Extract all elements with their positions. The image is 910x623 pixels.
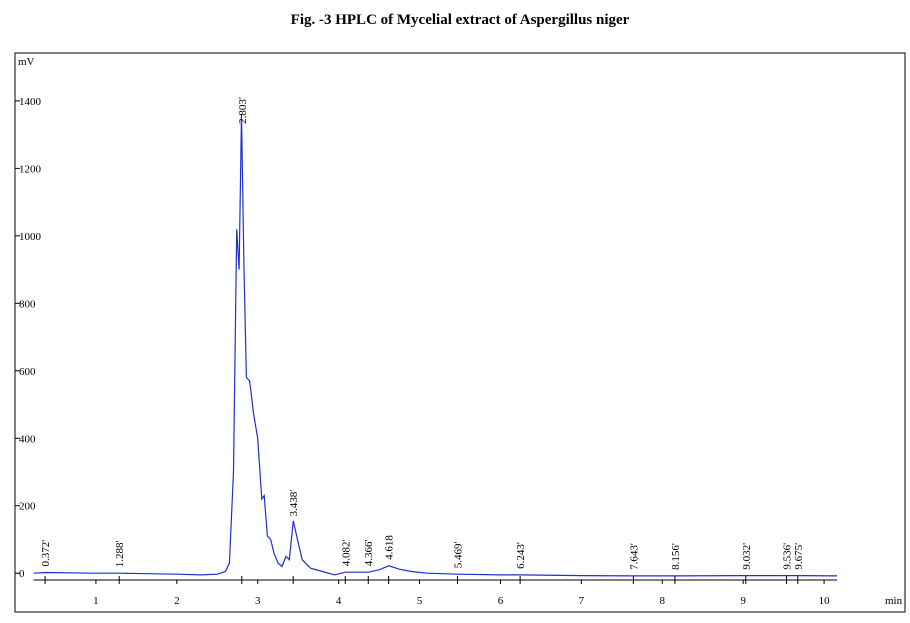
x-tick-label: 9 — [740, 595, 746, 607]
x-tick-label: 6 — [498, 595, 504, 607]
y-axis-label: mV — [18, 56, 35, 68]
peak-label: 9.032' — [741, 543, 753, 570]
peak-label: 4.366' — [363, 539, 375, 566]
x-tick-label: 8 — [660, 595, 666, 607]
trace — [33, 114, 838, 577]
plot-frame — [14, 52, 906, 613]
peak-label: 4.618 — [384, 535, 396, 560]
y-tick-label: 1400 — [19, 96, 42, 108]
x-tick-label: 4 — [336, 595, 342, 607]
x-tick-label: 5 — [417, 595, 423, 607]
y-tick-label: 600 — [19, 366, 36, 378]
peak-label: 0.372' — [40, 540, 52, 567]
peak-label: 4.082' — [340, 539, 352, 566]
x-tick-label: 3 — [255, 595, 261, 607]
x-tick-label: 7 — [579, 595, 585, 607]
x-tick-label: 2 — [174, 595, 180, 607]
peak-label: 6.243' — [515, 542, 527, 569]
peak-label: 1.288' — [114, 540, 126, 567]
peak-label: 9.675' — [793, 543, 805, 570]
x-tick-label: 1 — [93, 595, 99, 607]
y-tick-label: 1000 — [19, 231, 42, 243]
y-tick-label: 200 — [19, 501, 36, 513]
y-tick-label: 0 — [19, 568, 25, 580]
peak-label: 2.803' — [237, 97, 249, 124]
peak-label: 8.156' — [670, 543, 682, 570]
peak-label: 3.438' — [288, 490, 300, 517]
y-tick-label: 800 — [19, 298, 36, 310]
y-tick-label: 400 — [19, 433, 36, 445]
x-tick-label: 10 — [819, 595, 831, 607]
y-tick-label: 1200 — [19, 163, 42, 175]
chart-title: Fig. -3 HPLC of Mycelial extract of Aspe… — [291, 12, 630, 28]
peak-label: 5.469' — [452, 541, 464, 568]
peak-label: 9.536' — [782, 543, 794, 570]
peak-label: 7.643' — [628, 543, 640, 570]
x-axis-label: min — [885, 595, 903, 607]
